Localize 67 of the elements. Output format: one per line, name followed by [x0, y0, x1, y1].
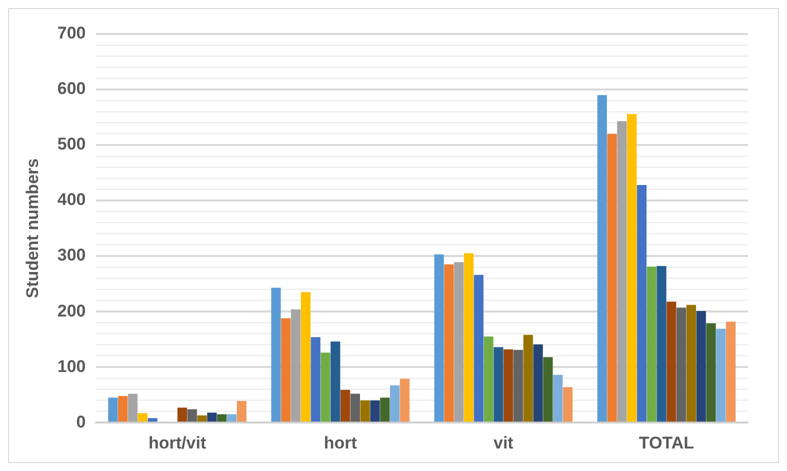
bar: [370, 400, 380, 422]
bar: [320, 352, 330, 422]
bar: [646, 266, 656, 422]
y-tick-label: 100: [57, 356, 86, 376]
bar: [676, 308, 686, 422]
bar: [340, 390, 350, 422]
bar: [696, 311, 706, 422]
bar: [226, 414, 237, 422]
bar: [390, 385, 400, 422]
bar: [607, 134, 617, 422]
y-tick-label: 300: [57, 246, 86, 265]
y-tick-label: 200: [57, 301, 86, 320]
bar: [484, 336, 494, 422]
bar: [138, 413, 148, 422]
y-tick-label: 700: [57, 24, 86, 43]
bar: [474, 274, 484, 422]
bar: [533, 344, 543, 422]
bar: [627, 114, 637, 422]
bar: [444, 264, 454, 422]
bar: [617, 121, 627, 422]
y-tick-label: 400: [57, 190, 86, 210]
bar: [128, 394, 138, 422]
bar: [726, 322, 736, 422]
bar: [148, 418, 158, 422]
bar: [217, 414, 227, 422]
bar: [271, 288, 281, 422]
bar: [504, 349, 514, 422]
bar: [360, 400, 370, 422]
bar: [464, 253, 474, 422]
bar: [380, 398, 390, 422]
bar: [523, 334, 533, 422]
bar: [236, 400, 246, 422]
bar: [434, 254, 444, 422]
bar: [666, 302, 676, 422]
bar: [108, 398, 118, 422]
bar: [562, 387, 573, 422]
bar: [716, 328, 726, 422]
bar: [686, 304, 696, 422]
bar: [454, 262, 464, 422]
bar: [350, 394, 360, 422]
bar: [706, 323, 716, 422]
bar: [291, 309, 301, 422]
bar: [513, 350, 524, 422]
y-tick-label: 0: [76, 412, 86, 432]
bar: [197, 415, 207, 422]
bar: [118, 396, 128, 422]
bar: [597, 95, 607, 422]
bar: [310, 337, 320, 422]
x-tick-label: vit: [493, 433, 514, 452]
bar: [553, 374, 563, 422]
bar: [187, 409, 197, 422]
bar: [177, 408, 188, 422]
bar: [300, 292, 311, 422]
bar: [207, 412, 217, 422]
bar: [494, 347, 504, 422]
x-tick-label: TOTAL: [638, 433, 694, 452]
y-tick-label: 500: [57, 134, 86, 154]
y-tick-label: 600: [57, 79, 86, 98]
y-axis-title: Student numbers: [22, 158, 42, 298]
bar: [281, 318, 291, 422]
x-tick-label: hort: [324, 433, 358, 452]
x-tick-label: hort/vit: [148, 433, 206, 452]
bar: [330, 342, 340, 422]
bar: [543, 357, 553, 422]
bar: [400, 378, 410, 422]
bar: [636, 185, 647, 422]
bar: [656, 266, 666, 422]
